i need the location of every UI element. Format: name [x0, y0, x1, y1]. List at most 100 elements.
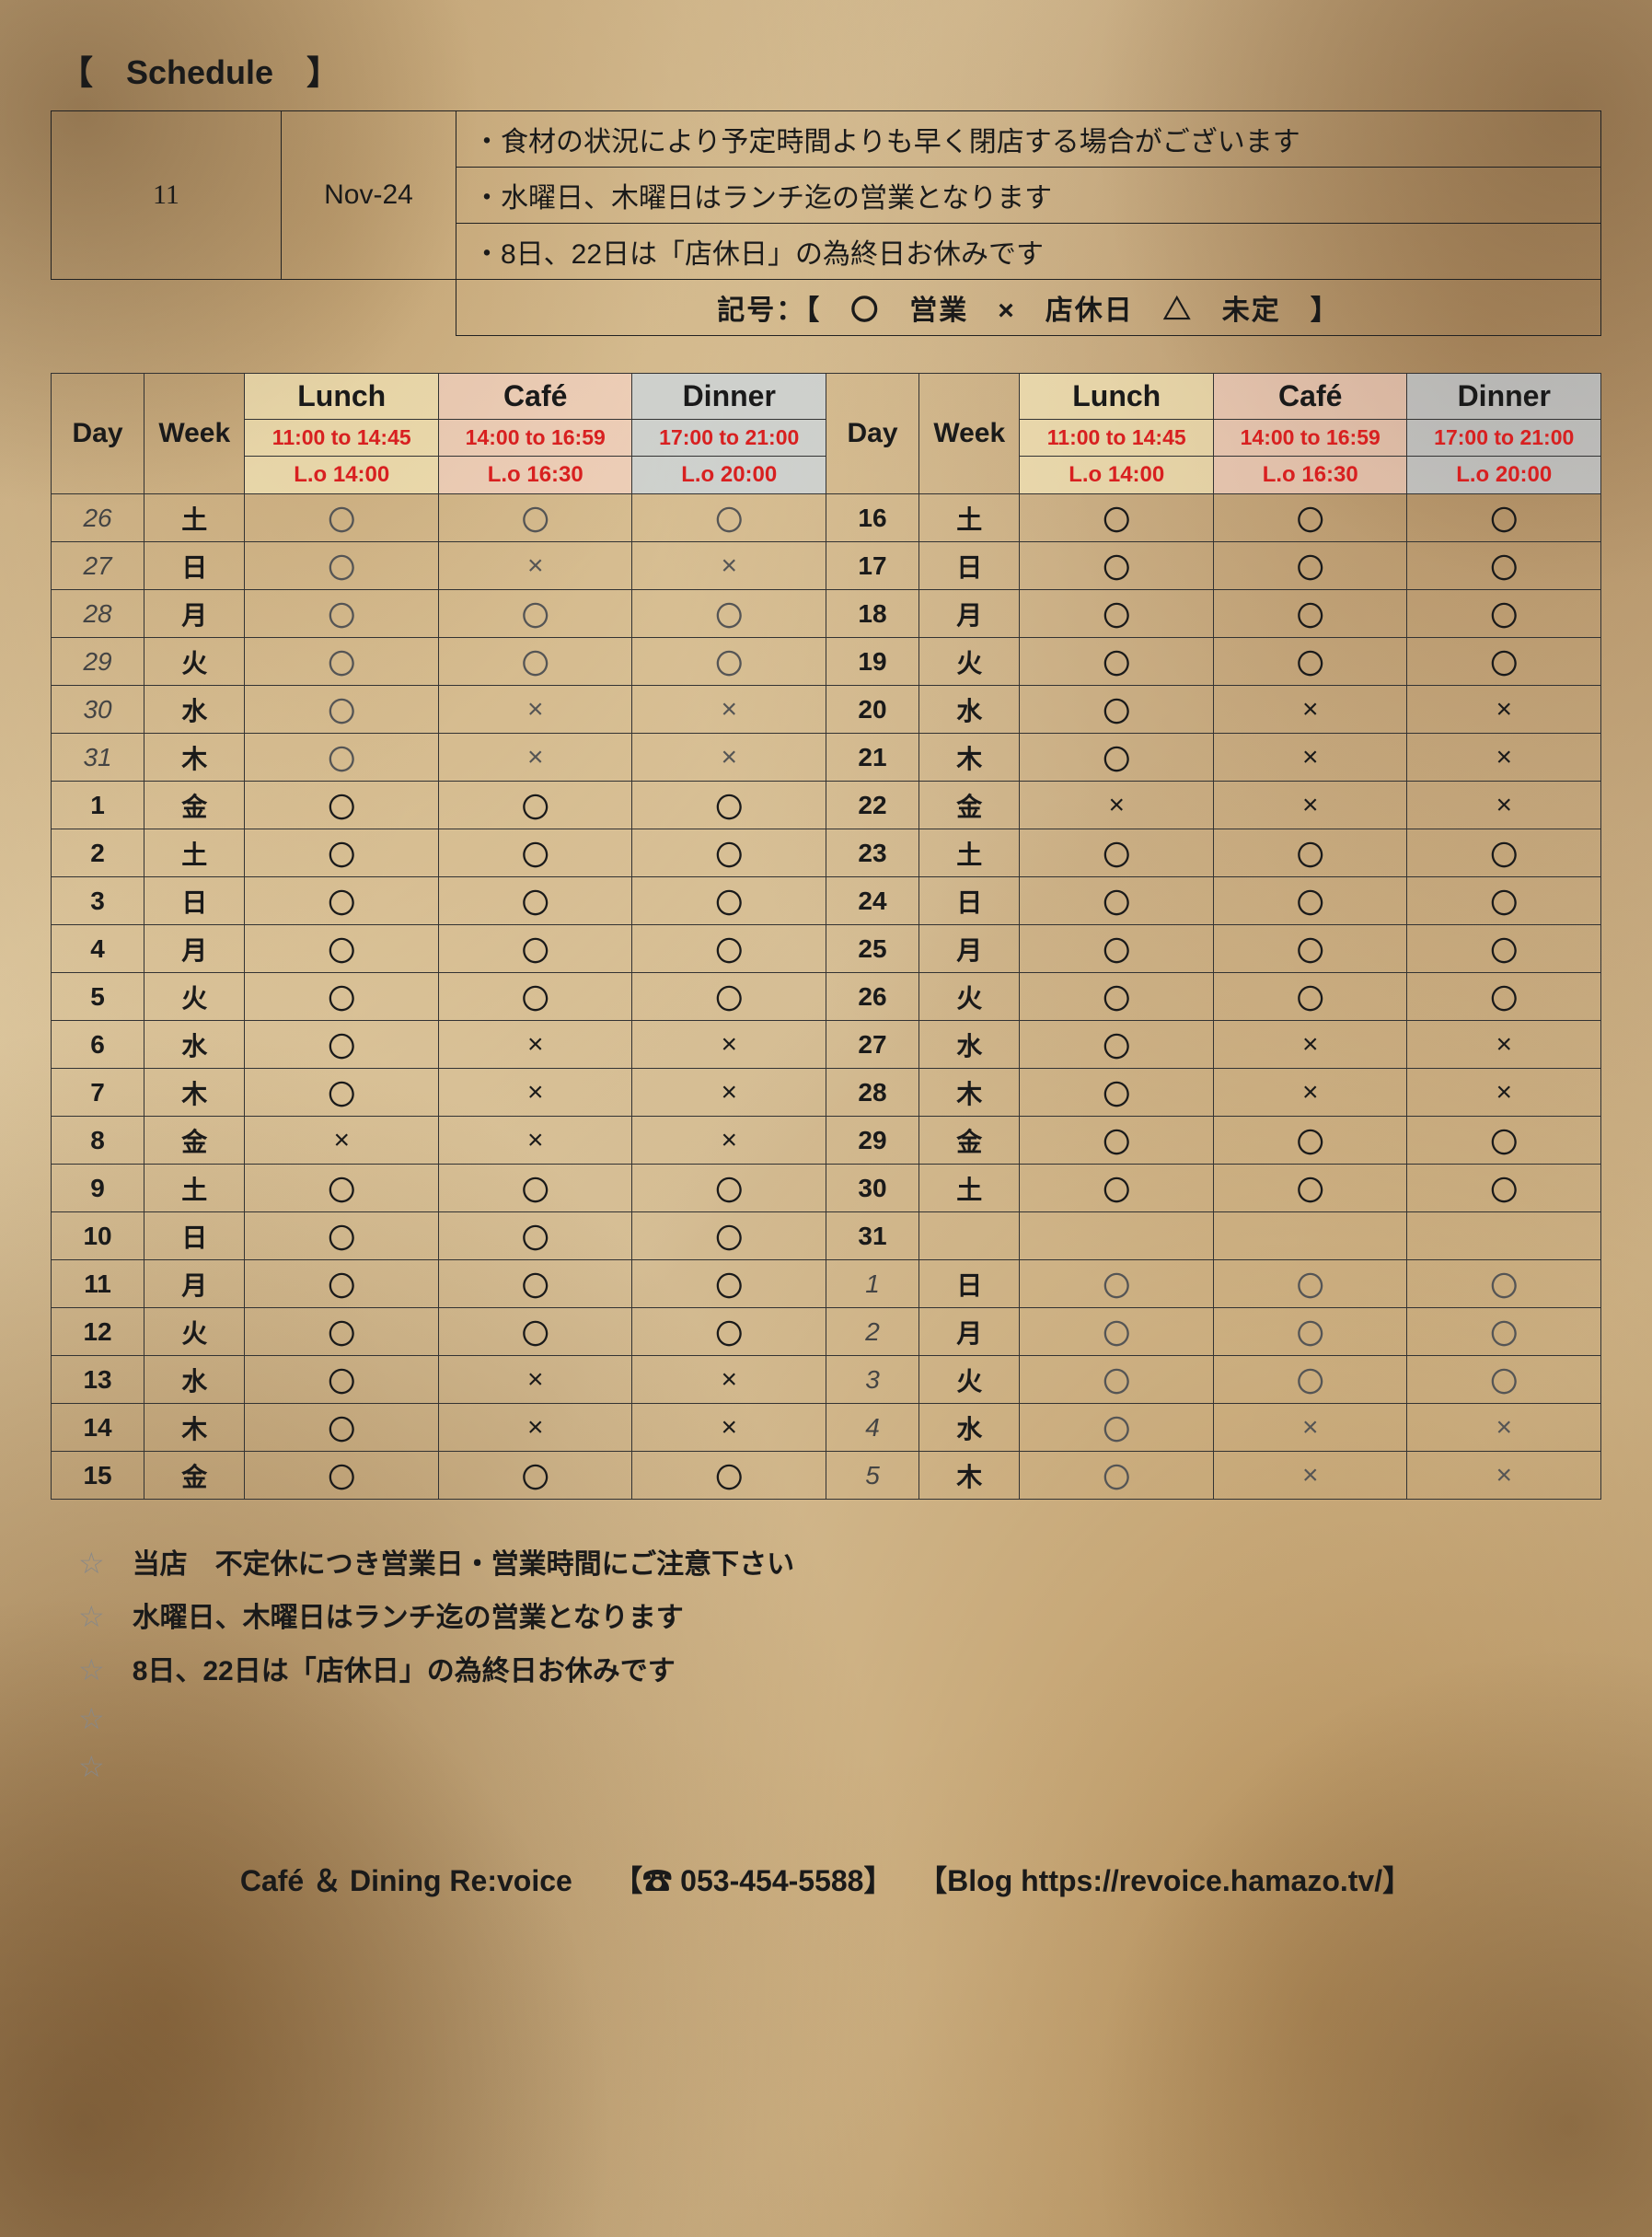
lunch-cell: 〇: [1020, 877, 1214, 925]
footer-blog: 【Blog https://revoice.hamazo.tv/】: [918, 1864, 1412, 1897]
dinner-cell: 〇: [632, 973, 826, 1021]
cafe-cell: 〇: [438, 494, 632, 542]
cafe-cell: 〇: [438, 1308, 632, 1356]
cafe-cell: 〇: [438, 1212, 632, 1260]
hdr-time-lunch-r: 11:00 to 14:45: [1020, 420, 1214, 457]
week-cell: 火: [144, 973, 245, 1021]
week-cell: 水: [919, 686, 1020, 734]
dinner-cell: 〇: [1407, 925, 1601, 973]
dinner-cell: ×: [1407, 1452, 1601, 1500]
cafe-cell: ×: [438, 686, 632, 734]
cafe-cell: ×: [1213, 734, 1407, 782]
lunch-cell: 〇: [245, 782, 439, 829]
footer-phone: 【☎ 053-454-5588】: [613, 1864, 893, 1897]
lunch-cell: 〇: [1020, 973, 1214, 1021]
day-cell: 13: [52, 1356, 144, 1404]
day-cell: 4: [52, 925, 144, 973]
lunch-cell: 〇: [245, 1404, 439, 1452]
day-cell: 3: [826, 1356, 918, 1404]
lunch-cell: 〇: [1020, 1404, 1214, 1452]
lunch-cell: 〇: [245, 1356, 439, 1404]
schedule-table: Day Week Lunch Café Dinner Day Week Lunc…: [51, 373, 1601, 1500]
lunch-cell: 〇: [1020, 542, 1214, 590]
week-cell: 木: [919, 734, 1020, 782]
dinner-cell: ×: [632, 1069, 826, 1117]
dinner-cell: ×: [632, 1021, 826, 1069]
day-cell: 9: [52, 1165, 144, 1212]
dinner-cell: 〇: [632, 1260, 826, 1308]
cafe-cell: 〇: [1213, 1356, 1407, 1404]
hdr-lo-cafe-r: L.o 16:30: [1213, 457, 1407, 494]
cafe-cell: 〇: [1213, 973, 1407, 1021]
week-cell: 水: [919, 1404, 1020, 1452]
lunch-cell: [1020, 1212, 1214, 1260]
cafe-cell: 〇: [1213, 542, 1407, 590]
dinner-cell: ×: [1407, 1404, 1601, 1452]
lunch-cell: 〇: [245, 638, 439, 686]
hdr-lo-lunch-l: L.o 14:00: [245, 457, 439, 494]
day-cell: 21: [826, 734, 918, 782]
dinner-cell: ×: [632, 542, 826, 590]
star-icon: ☆: [78, 1599, 105, 1634]
month-number: 11: [52, 111, 282, 280]
lunch-cell: 〇: [1020, 686, 1214, 734]
lunch-cell: 〇: [1020, 734, 1214, 782]
lunch-cell: 〇: [1020, 1452, 1214, 1500]
day-cell: 24: [826, 877, 918, 925]
week-cell: 土: [919, 494, 1020, 542]
cafe-cell: 〇: [1213, 1117, 1407, 1165]
week-cell: 月: [919, 1308, 1020, 1356]
day-cell: 14: [52, 1404, 144, 1452]
month-label: Nov-24: [282, 111, 456, 280]
dinner-cell: 〇: [1407, 1308, 1601, 1356]
week-cell: 金: [144, 782, 245, 829]
hdr-cafe-l: Café: [438, 374, 632, 420]
dinner-cell: 〇: [1407, 1165, 1601, 1212]
cafe-cell: ×: [438, 1069, 632, 1117]
lunch-cell: 〇: [1020, 1021, 1214, 1069]
week-cell: 金: [919, 1117, 1020, 1165]
day-cell: 30: [826, 1165, 918, 1212]
hdr-time-cafe-l: 14:00 to 16:59: [438, 420, 632, 457]
week-cell: 土: [144, 829, 245, 877]
week-cell: 木: [144, 734, 245, 782]
lunch-cell: 〇: [1020, 494, 1214, 542]
cafe-cell: ×: [1213, 782, 1407, 829]
cafe-cell: 〇: [1213, 494, 1407, 542]
dinner-cell: 〇: [632, 590, 826, 638]
footer-name: Café ＆ Dining Re:voice: [240, 1864, 572, 1897]
cafe-cell: 〇: [438, 782, 632, 829]
hdr-lo-dinner-l: L.o 20:00: [632, 457, 826, 494]
day-cell: 30: [52, 686, 144, 734]
cafe-cell: 〇: [438, 1165, 632, 1212]
lunch-cell: ×: [1020, 782, 1214, 829]
week-cell: 月: [144, 1260, 245, 1308]
cafe-cell: ×: [438, 1021, 632, 1069]
cafe-cell: 〇: [438, 829, 632, 877]
cafe-cell: ×: [1213, 1069, 1407, 1117]
star-icon: ☆: [78, 1546, 105, 1581]
cafe-cell: ×: [1213, 686, 1407, 734]
dinner-cell: [1407, 1212, 1601, 1260]
footer: Café ＆ Dining Re:voice 【☎ 053-454-5588】 …: [51, 1858, 1601, 1900]
day-cell: 28: [826, 1069, 918, 1117]
dinner-cell: 〇: [1407, 877, 1601, 925]
day-cell: 12: [52, 1308, 144, 1356]
week-cell: 火: [919, 638, 1020, 686]
cafe-cell: ×: [438, 1404, 632, 1452]
day-cell: 17: [826, 542, 918, 590]
week-cell: 水: [919, 1021, 1020, 1069]
cafe-cell: 〇: [1213, 1308, 1407, 1356]
lunch-cell: 〇: [1020, 1356, 1214, 1404]
cafe-cell: 〇: [1213, 590, 1407, 638]
lunch-cell: 〇: [245, 877, 439, 925]
dinner-cell: 〇: [1407, 829, 1601, 877]
hdr-lunch-l: Lunch: [245, 374, 439, 420]
hdr-week-l: Week: [144, 374, 245, 494]
day-cell: 11: [52, 1260, 144, 1308]
lunch-cell: 〇: [1020, 1117, 1214, 1165]
week-cell: 土: [144, 1165, 245, 1212]
hdr-time-cafe-r: 14:00 to 16:59: [1213, 420, 1407, 457]
hdr-dinner-r: Dinner: [1407, 374, 1601, 420]
cafe-cell: 〇: [438, 638, 632, 686]
